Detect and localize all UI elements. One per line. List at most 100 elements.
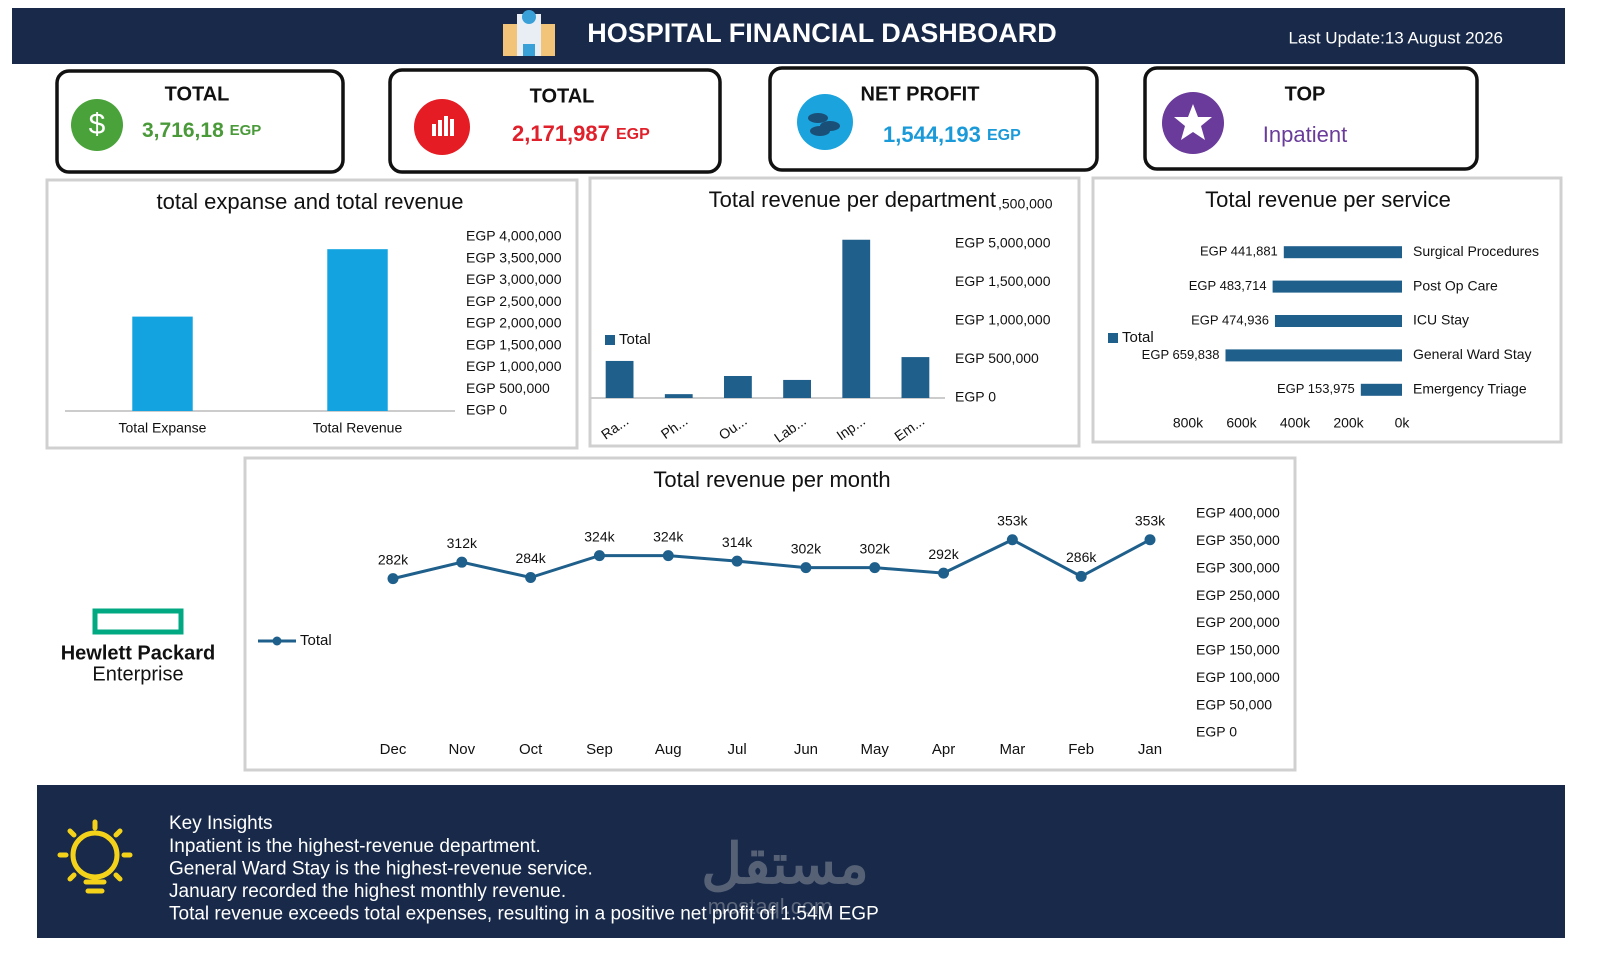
data-label: 302k	[860, 540, 891, 556]
insight-line: Total revenue exceeds total expenses, re…	[169, 904, 879, 925]
x-tick-label: 400k	[1280, 415, 1311, 431]
kpi-icon-symbol	[1174, 104, 1212, 140]
x-tick-label: Total Expanse	[119, 420, 207, 436]
bar	[783, 379, 811, 398]
y-tick-label: EGP 3,500,000	[466, 249, 562, 265]
legend-label: Total	[300, 632, 332, 649]
dashboard-title: HOSPITAL FINANCIAL DASHBOARD	[587, 18, 1057, 48]
data-label: 324k	[584, 528, 615, 544]
kpi-label: TOTAL	[530, 85, 595, 107]
x-tick-label: Feb	[1068, 741, 1094, 758]
data-label: 312k	[447, 535, 478, 551]
y-tick-label: EGP 200,000	[1196, 614, 1280, 630]
kpi-card	[55, 69, 345, 174]
kpi-card	[768, 66, 1099, 172]
bar	[1272, 280, 1402, 293]
point	[869, 562, 881, 574]
x-tick-label: 600k	[1226, 415, 1257, 431]
data-label: 286k	[1066, 549, 1097, 565]
kpi-unit: EGP	[230, 122, 262, 139]
category-label: ICU Stay	[1413, 312, 1469, 328]
category-label: Surgical Procedures	[1413, 243, 1539, 259]
watermark: مستقل	[701, 832, 869, 895]
kpi-icon-symbol	[432, 116, 454, 136]
data-label: 353k	[1135, 512, 1166, 528]
x-tick-label: 0k	[1395, 415, 1411, 431]
chart-title: Total revenue per month	[653, 467, 890, 492]
line	[392, 538, 1151, 581]
y-tick-label: EGP 50,000	[1196, 696, 1272, 712]
y-tick-label: EGP 1,500,000	[466, 336, 562, 352]
data-label: EGP 441,881	[1200, 244, 1278, 259]
point	[525, 572, 537, 584]
kpi-value: 3,716,18 EGP	[142, 119, 261, 142]
x-tick-label: Nov	[448, 741, 475, 758]
legend-label: Total	[1122, 329, 1154, 346]
kpi-value-number: 3,716,18	[142, 119, 224, 142]
category-label: General Ward Stay	[1413, 346, 1532, 362]
y-tick-label: EGP 150,000	[1196, 642, 1280, 658]
point	[1075, 570, 1087, 582]
point	[938, 567, 950, 579]
insight-line: January recorded the highest monthly rev…	[169, 881, 566, 902]
logo-mark	[92, 608, 184, 635]
x-tick-label: Oct	[519, 741, 543, 758]
lightbulb-icon	[57, 819, 133, 894]
y-tick-label: EGP 0	[1196, 724, 1237, 740]
point	[456, 556, 468, 568]
y-tick-label: EGP 300,000	[1196, 559, 1280, 575]
kpi-value: Inpatient	[1263, 122, 1347, 147]
kpi-value-number: 1,544,193	[883, 122, 981, 147]
logo-text: Enterprise	[92, 663, 183, 685]
bar	[1283, 246, 1402, 259]
legend-swatch	[1108, 333, 1118, 343]
point	[593, 550, 605, 562]
y-tick-label: EGP 250,000	[1196, 587, 1280, 603]
x-tick-label: Mar	[999, 741, 1025, 758]
y-tick-label: ,500,000	[998, 196, 1053, 212]
data-label: 324k	[653, 528, 684, 544]
x-tick-label: Total Revenue	[313, 420, 403, 436]
insights-list: Inpatient is the highest-revenue departm…	[169, 836, 879, 925]
bar	[605, 360, 634, 398]
kpi-icon-symbol	[808, 113, 840, 136]
kpi-label: TOP	[1285, 83, 1326, 105]
x-tick-label: Apr	[932, 741, 955, 758]
x-tick-label: May	[861, 741, 890, 758]
y-tick-label: EGP 0	[466, 402, 507, 418]
bar	[1225, 349, 1402, 362]
bar	[901, 357, 930, 398]
chart-title: Total revenue per service	[1205, 187, 1451, 212]
data-label: EGP 474,936	[1191, 312, 1269, 327]
watermark-url: mostaql.com	[708, 894, 833, 919]
kpi-card	[388, 68, 722, 174]
y-tick-label: EGP 0	[955, 389, 996, 405]
chart-title: total expanse and total revenue	[156, 189, 463, 214]
data-label: EGP 483,714	[1189, 278, 1267, 293]
x-tick-label: 200k	[1333, 415, 1364, 431]
data-label: 302k	[791, 540, 822, 556]
chart-panel	[1091, 176, 1563, 444]
bar	[724, 375, 752, 398]
kpi-icon-symbol: $	[89, 108, 106, 141]
chart-panel	[243, 456, 1297, 772]
kpi-label: NET PROFIT	[861, 83, 980, 105]
x-tick-label: Dec	[380, 741, 407, 758]
x-tick-label: Aug	[655, 741, 682, 758]
y-tick-label: EGP 1,500,000	[955, 273, 1051, 289]
kpi-unit: EGP	[987, 127, 1021, 144]
x-tick-label: Jun	[794, 741, 818, 758]
last-update: Last Update:13 August 2026	[1288, 28, 1503, 47]
point	[387, 573, 399, 585]
y-tick-label: EGP 500,000	[466, 380, 550, 396]
data-label: 292k	[928, 546, 959, 562]
data-label: 284k	[515, 550, 546, 566]
point	[1144, 534, 1156, 546]
y-tick-label: EGP 500,000	[955, 350, 1039, 366]
kpi-label: TOTAL	[165, 83, 230, 105]
kpi-value: 1,544,193 EGP	[883, 122, 1021, 147]
kpi-card	[1143, 66, 1479, 171]
category-label: Emergency Triage	[1413, 381, 1527, 397]
bar	[327, 249, 388, 411]
